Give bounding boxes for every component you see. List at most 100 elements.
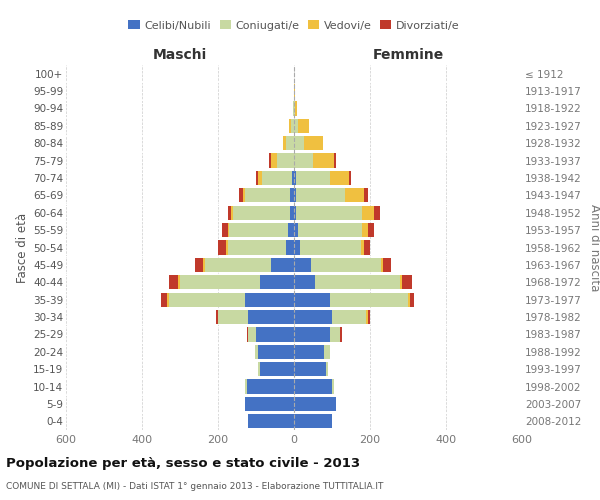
Bar (247, 328, 248, 342)
Bar (294, 328, 330, 342)
Bar (330, 292, 408, 307)
Bar (248, 310, 294, 324)
Bar (294, 414, 332, 428)
Bar (289, 223, 294, 237)
Bar (366, 310, 368, 324)
Bar (294, 171, 296, 185)
Bar (294, 258, 311, 272)
Bar (330, 171, 349, 185)
Bar (255, 344, 258, 359)
Bar (248, 328, 256, 342)
Bar (169, 292, 245, 307)
Bar (315, 275, 400, 289)
Bar (293, 102, 294, 116)
Text: Popolazione per età, sesso e stato civile - 2013: Popolazione per età, sesso e stato civil… (6, 458, 360, 470)
Bar (400, 275, 402, 289)
Bar (269, 154, 271, 168)
Bar (245, 292, 294, 307)
Bar (332, 380, 334, 394)
Text: COMUNE DI SETTALA (MI) - Dati ISTAT 1° gennaio 2013 - Elaborazione TUTTITALIA.IT: COMUNE DI SETTALA (MI) - Dati ISTAT 1° g… (6, 482, 383, 491)
Bar (298, 223, 362, 237)
Bar (286, 136, 294, 150)
Bar (289, 118, 291, 133)
Bar (227, 240, 286, 254)
Bar (294, 292, 330, 307)
Bar (362, 206, 374, 220)
Bar (296, 206, 362, 220)
Bar (368, 223, 374, 237)
Bar (195, 258, 203, 272)
Bar (294, 154, 313, 168)
Bar (364, 240, 370, 254)
Bar (332, 310, 366, 324)
Bar (361, 240, 364, 254)
Bar (403, 275, 412, 289)
Bar (326, 362, 328, 376)
Bar (334, 154, 336, 168)
Bar (239, 188, 242, 202)
Bar (167, 292, 169, 307)
Bar (294, 380, 332, 394)
Bar (290, 206, 294, 220)
Bar (283, 136, 286, 150)
Bar (256, 328, 294, 342)
Bar (346, 188, 364, 202)
Bar (294, 84, 295, 98)
Bar (296, 188, 346, 202)
Bar (258, 171, 262, 185)
Bar (294, 136, 304, 150)
Bar (340, 328, 341, 342)
Bar (292, 171, 294, 185)
Bar (294, 188, 296, 202)
Bar (325, 344, 330, 359)
Bar (311, 258, 382, 272)
Bar (294, 102, 295, 116)
Bar (277, 154, 294, 168)
Bar (222, 223, 227, 237)
Bar (258, 344, 294, 359)
Bar (229, 223, 289, 237)
Bar (291, 118, 294, 133)
Bar (300, 240, 361, 254)
Bar (296, 171, 330, 185)
Bar (245, 397, 294, 411)
Bar (298, 118, 309, 133)
Bar (203, 258, 205, 272)
Bar (258, 362, 260, 376)
Bar (218, 240, 226, 254)
Bar (294, 397, 336, 411)
Bar (260, 275, 294, 289)
Bar (248, 414, 294, 428)
Bar (364, 188, 368, 202)
Bar (161, 292, 167, 307)
Bar (349, 171, 351, 185)
Bar (294, 206, 296, 220)
Bar (294, 223, 298, 237)
Legend: Celibi/Nubili, Coniugati/e, Vedovi/e, Divorziati/e: Celibi/Nubili, Coniugati/e, Vedovi/e, Di… (124, 16, 464, 35)
Bar (368, 310, 370, 324)
Bar (382, 258, 383, 272)
Bar (294, 118, 298, 133)
Bar (205, 258, 271, 272)
Bar (245, 188, 290, 202)
Bar (271, 258, 294, 272)
Bar (242, 188, 245, 202)
Bar (294, 362, 326, 376)
Y-axis label: Fasce di età: Fasce di età (16, 212, 29, 282)
Text: Maschi: Maschi (153, 48, 207, 62)
Bar (408, 292, 410, 307)
Bar (286, 240, 294, 254)
Y-axis label: Anni di nascita: Anni di nascita (588, 204, 600, 291)
Bar (169, 275, 178, 289)
Bar (218, 310, 248, 324)
Bar (233, 206, 290, 220)
Text: Femmine: Femmine (373, 48, 443, 62)
Bar (260, 362, 294, 376)
Bar (313, 154, 334, 168)
Bar (330, 328, 340, 342)
Bar (227, 206, 232, 220)
Bar (295, 102, 297, 116)
Bar (374, 206, 380, 220)
Bar (226, 240, 227, 254)
Bar (245, 380, 247, 394)
